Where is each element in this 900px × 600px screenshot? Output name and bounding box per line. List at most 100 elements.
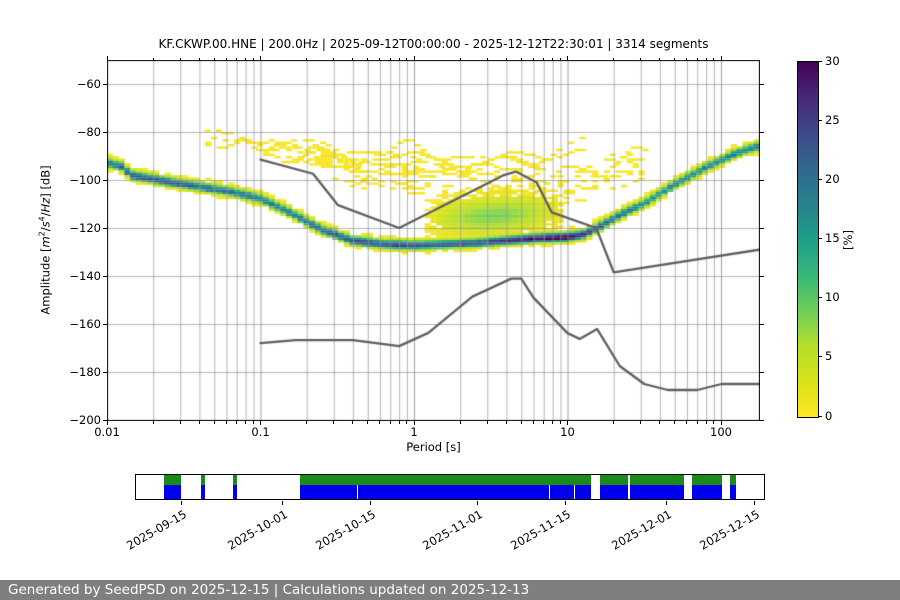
x-axis-tick-top — [152, 57, 154, 60]
x-axis-tick — [486, 421, 488, 424]
y-axis-tick-right — [760, 323, 764, 325]
y-axis-tick — [103, 371, 107, 373]
coverage-segment-green — [300, 475, 592, 485]
x-axis-tick — [413, 421, 415, 425]
timeline-date-label: 2025-10-15 — [312, 507, 378, 553]
x-axis-tick — [213, 421, 215, 424]
coverage-segment-blue — [232, 484, 237, 499]
x-tick-label: 1 — [410, 425, 418, 439]
colorbar-tick — [818, 356, 822, 358]
colorbar-tick-label: 30 — [825, 53, 840, 68]
y-axis-tick-right — [760, 131, 764, 133]
y-tick-label: −80 — [76, 124, 101, 139]
coverage-segment-blue — [200, 484, 205, 499]
y-axis-tick-right — [760, 179, 764, 181]
x-axis-tick — [713, 421, 715, 424]
x-axis-tick-top — [505, 57, 507, 60]
y-tick-label: −100 — [69, 172, 101, 187]
timeline-date-label: 2025-09-15 — [124, 507, 189, 553]
coverage-timeline-bar — [135, 474, 765, 500]
x-axis-tick-top — [236, 57, 238, 60]
timeline-tick — [565, 501, 567, 505]
x-tick-label: 10 — [560, 425, 575, 439]
x-axis-tick-top — [198, 57, 200, 60]
x-axis-tick — [505, 421, 507, 424]
x-axis-tick — [720, 421, 722, 425]
x-axis-tick — [306, 421, 308, 424]
x-axis-tick-top — [245, 57, 247, 60]
coverage-segment-blue — [300, 484, 592, 499]
y-axis-tick-right — [760, 83, 764, 85]
x-axis-tick — [252, 421, 254, 424]
x-axis-tick — [367, 421, 369, 424]
x-axis-tick — [352, 421, 354, 424]
timeline-tick — [666, 501, 668, 505]
x-axis-tick-top — [252, 57, 254, 60]
y-tick-label: −180 — [69, 364, 101, 379]
x-axis-tick-top — [306, 57, 308, 60]
timeline-tick — [477, 501, 479, 505]
coverage-segment — [691, 475, 723, 499]
y-axis-tick — [103, 419, 107, 421]
coverage-segment — [599, 475, 629, 499]
y-axis-tick-right — [760, 371, 764, 373]
coverage-segment — [200, 475, 205, 499]
x-axis-tick-top — [486, 57, 488, 60]
y-axis-tick-right — [760, 275, 764, 277]
x-axis-tick — [705, 421, 707, 424]
coverage-segment-blue — [599, 484, 629, 499]
coverage-gap — [356, 484, 359, 499]
x-axis-tick — [543, 421, 545, 424]
timeline-tick — [282, 501, 284, 505]
colorbar-tick-label: 5 — [825, 349, 833, 364]
coverage-segment — [300, 475, 592, 499]
colorbar-tick — [818, 415, 822, 417]
x-axis-tick-top — [659, 57, 661, 60]
x-axis-tick-top — [333, 57, 335, 60]
x-axis-tick-top — [179, 57, 181, 60]
colorbar-label: [%] — [841, 230, 855, 250]
timeline-tick — [754, 501, 756, 505]
x-axis-tick — [532, 421, 534, 424]
y-axis-tick — [103, 179, 107, 181]
timeline-date-label: 2025-12-01 — [608, 507, 674, 553]
x-axis-tick-top — [367, 57, 369, 60]
coverage-segment — [163, 475, 181, 499]
coverage-segment-blue — [630, 484, 685, 499]
colorbar — [797, 61, 819, 418]
x-axis-tick-top — [225, 57, 227, 60]
timeline-date-label: 2025-11-15 — [508, 507, 573, 553]
x-axis-tick — [236, 421, 238, 424]
y-axis-tick — [103, 131, 107, 133]
colorbar-tick — [818, 178, 822, 180]
x-axis-tick-top — [720, 56, 722, 60]
x-axis-tick-top — [406, 57, 408, 60]
coverage-segment-blue — [163, 484, 181, 499]
x-axis-tick — [640, 421, 642, 424]
x-axis-tick-top — [640, 57, 642, 60]
x-axis-tick — [459, 421, 461, 424]
x-axis-tick — [389, 421, 391, 424]
x-axis-tick-top — [260, 56, 261, 60]
coverage-segment — [232, 475, 237, 499]
x-tick-label: 0.1 — [251, 425, 270, 439]
x-axis-tick — [613, 421, 615, 424]
x-axis-tick-top — [696, 57, 698, 60]
x-axis-tick — [406, 421, 408, 424]
timeline-date-label: 2025-10-01 — [224, 507, 290, 553]
x-axis-tick — [659, 421, 661, 424]
x-axis-tick-top — [213, 57, 215, 60]
x-axis-tick — [333, 421, 335, 424]
x-axis-tick-top — [379, 57, 381, 60]
x-axis-tick — [379, 421, 381, 424]
y-axis-tick — [103, 227, 107, 229]
x-tick-label: 0.01 — [94, 425, 120, 439]
coverage-segment-green — [599, 475, 629, 485]
coverage-segment — [630, 475, 685, 499]
x-axis-tick-top — [613, 57, 615, 60]
coverage-segment-green — [232, 475, 237, 485]
coverage-segment-blue — [691, 484, 723, 499]
coverage-segment — [729, 475, 736, 499]
colorbar-tick-label: 20 — [825, 171, 840, 186]
